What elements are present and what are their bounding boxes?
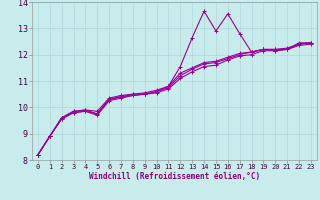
X-axis label: Windchill (Refroidissement éolien,°C): Windchill (Refroidissement éolien,°C): [89, 172, 260, 181]
